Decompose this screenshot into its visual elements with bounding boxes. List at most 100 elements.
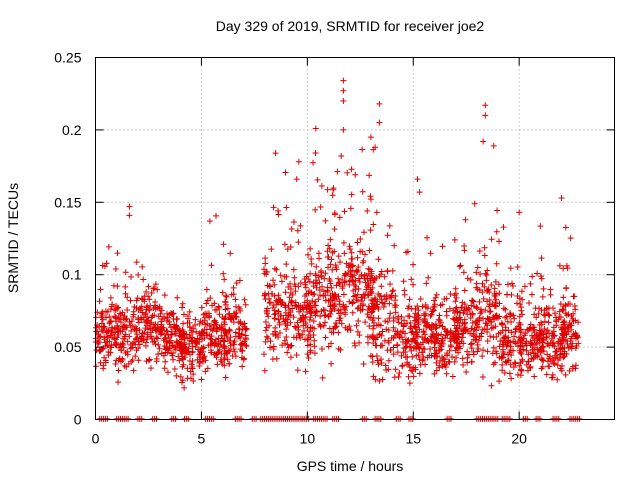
data-point bbox=[325, 242, 332, 249]
data-point bbox=[568, 312, 575, 319]
data-point bbox=[497, 329, 504, 336]
data-point bbox=[293, 303, 300, 310]
data-point bbox=[376, 378, 383, 385]
data-point bbox=[366, 247, 373, 254]
data-point bbox=[115, 315, 122, 322]
data-point bbox=[400, 278, 407, 285]
data-point bbox=[321, 312, 328, 319]
data-point bbox=[322, 311, 329, 318]
data-point bbox=[365, 280, 372, 287]
data-point bbox=[267, 283, 274, 290]
data-point bbox=[485, 286, 492, 293]
data-point bbox=[108, 324, 115, 331]
data-point bbox=[193, 341, 200, 348]
data-point bbox=[119, 323, 126, 330]
data-point bbox=[222, 374, 229, 381]
data-point bbox=[237, 341, 244, 348]
data-point bbox=[124, 307, 131, 314]
data-point bbox=[223, 331, 230, 338]
data-point bbox=[174, 294, 181, 301]
data-point bbox=[374, 357, 381, 364]
data-point bbox=[213, 212, 220, 219]
data-point bbox=[488, 281, 495, 288]
data-point bbox=[476, 248, 483, 255]
data-points bbox=[92, 77, 583, 422]
data-point bbox=[319, 283, 326, 290]
data-point bbox=[217, 356, 224, 363]
data-point bbox=[138, 415, 145, 422]
data-point bbox=[568, 322, 575, 329]
data-point bbox=[516, 347, 523, 354]
data-point bbox=[146, 356, 153, 363]
data-point bbox=[390, 334, 397, 341]
data-point bbox=[268, 246, 275, 253]
data-point bbox=[531, 328, 538, 335]
data-point bbox=[124, 294, 131, 301]
data-point bbox=[331, 226, 338, 233]
data-point bbox=[284, 341, 291, 348]
data-point bbox=[534, 270, 541, 277]
data-point bbox=[388, 294, 395, 301]
data-point bbox=[398, 352, 405, 359]
data-point bbox=[305, 251, 312, 258]
data-point bbox=[439, 335, 446, 342]
data-point bbox=[176, 327, 183, 334]
data-point bbox=[491, 303, 498, 310]
data-point bbox=[97, 286, 104, 293]
data-point bbox=[337, 310, 344, 317]
data-point bbox=[415, 344, 422, 351]
data-point bbox=[499, 361, 506, 368]
data-point bbox=[293, 351, 300, 358]
data-point bbox=[503, 291, 510, 298]
y-tick-label: 0.05 bbox=[54, 339, 81, 355]
data-point bbox=[107, 294, 114, 301]
data-point bbox=[148, 333, 155, 340]
data-point bbox=[240, 355, 247, 362]
data-point bbox=[403, 343, 410, 350]
data-point bbox=[456, 322, 463, 329]
data-point bbox=[508, 375, 515, 382]
data-point bbox=[230, 291, 237, 298]
data-point bbox=[539, 343, 546, 350]
data-point bbox=[108, 329, 115, 336]
data-point bbox=[319, 374, 326, 381]
data-point bbox=[267, 338, 274, 345]
data-point bbox=[441, 325, 448, 332]
data-point bbox=[484, 338, 491, 345]
data-point bbox=[561, 350, 568, 357]
grid bbox=[95, 57, 615, 420]
data-point bbox=[385, 327, 392, 334]
data-point bbox=[223, 350, 230, 357]
data-point bbox=[469, 297, 476, 304]
data-point bbox=[505, 327, 512, 334]
data-point bbox=[473, 327, 480, 334]
data-point bbox=[462, 324, 469, 331]
data-point bbox=[203, 286, 210, 293]
data-point bbox=[409, 353, 416, 360]
data-point bbox=[540, 330, 547, 337]
data-point bbox=[292, 299, 299, 306]
data-point bbox=[142, 310, 149, 317]
data-point bbox=[525, 326, 532, 333]
data-point bbox=[213, 340, 220, 347]
data-point bbox=[264, 282, 271, 289]
data-point bbox=[307, 270, 314, 277]
data-point bbox=[433, 291, 440, 298]
data-point bbox=[363, 415, 370, 422]
data-point bbox=[555, 415, 562, 422]
data-point bbox=[229, 313, 236, 320]
data-point bbox=[411, 323, 418, 330]
x-tick-label: 5 bbox=[198, 431, 206, 447]
data-point bbox=[511, 359, 518, 366]
data-point bbox=[498, 355, 505, 362]
data-point bbox=[395, 373, 402, 380]
data-point bbox=[488, 236, 495, 243]
data-point bbox=[336, 214, 343, 221]
data-point bbox=[197, 347, 204, 354]
data-point bbox=[384, 268, 391, 275]
data-point bbox=[517, 372, 524, 379]
data-point bbox=[425, 274, 432, 281]
data-point bbox=[325, 343, 332, 350]
data-point bbox=[402, 336, 409, 343]
data-point bbox=[101, 336, 108, 343]
